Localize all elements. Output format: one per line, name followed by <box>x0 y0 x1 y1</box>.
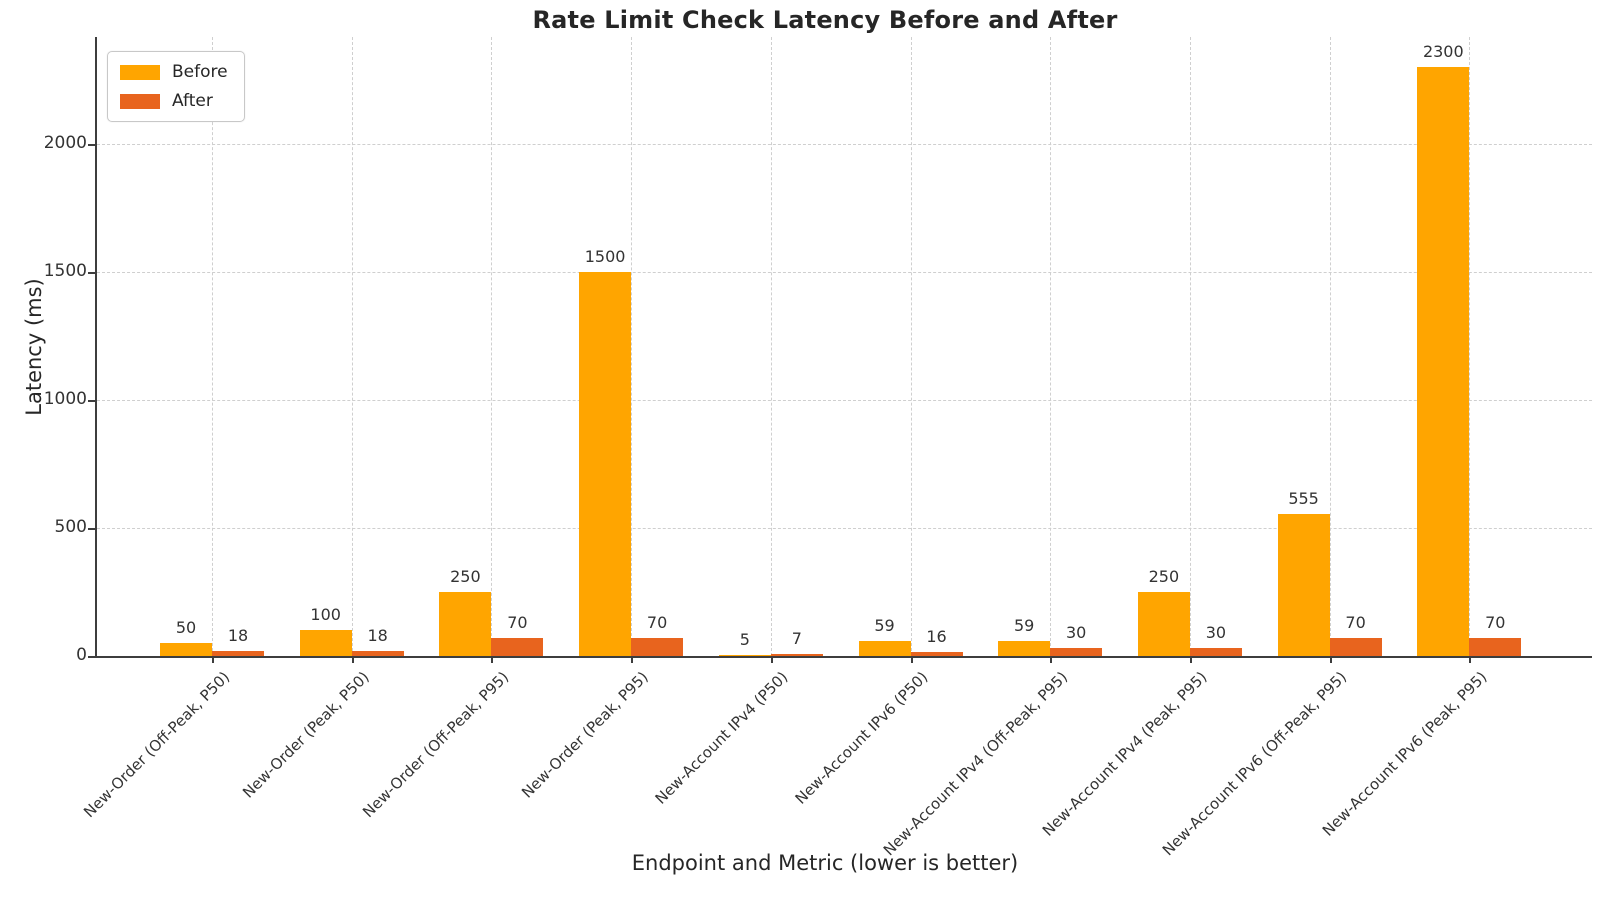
x-tick-mark <box>1050 656 1053 663</box>
y-gridline <box>97 528 1592 529</box>
x-axis-title: Endpoint and Metric (lower is better) <box>631 851 1019 875</box>
bar-before <box>1277 513 1330 656</box>
bar-before <box>1417 67 1470 656</box>
x-gridline <box>770 37 772 656</box>
y-tick-label: 2000 <box>43 133 87 153</box>
bar-value-label: 5 <box>739 629 750 649</box>
x-tick-mark <box>212 656 214 663</box>
bar-value-label: 50 <box>175 618 197 638</box>
x-gridline <box>351 37 353 656</box>
x-tick-label: New-Order (Off-Peak, P95) <box>359 668 513 822</box>
x-tick-label: New-Order (Peak, P50) <box>238 668 373 802</box>
bar-after <box>1050 648 1103 656</box>
bar-value-label: 70 <box>507 613 528 633</box>
y-gridline <box>97 144 1592 145</box>
x-tick-mark <box>770 656 773 663</box>
bar-value-label: 1500 <box>584 247 626 266</box>
bar-after <box>631 638 684 656</box>
y-gridline <box>97 400 1592 401</box>
bar-value-label: 7 <box>791 629 802 649</box>
bar-before <box>439 592 492 656</box>
legend-swatch-before <box>120 64 160 80</box>
bar-before <box>998 640 1051 656</box>
bar-value-label: 2300 <box>1422 42 1464 62</box>
x-tick-mark <box>631 656 634 663</box>
y-tick-label: 500 <box>54 517 87 537</box>
x-tick-mark <box>1329 656 1332 663</box>
legend-item-before: Before <box>120 62 228 82</box>
bar-value-label: 30 <box>1205 623 1227 643</box>
x-gridline <box>212 37 213 656</box>
x-gridline <box>1329 37 1331 656</box>
bar-value-label: 18 <box>367 626 388 646</box>
x-tick-label: New-Account IPv6 (Peak, P95) <box>1318 668 1491 840</box>
bar-value-label: 18 <box>227 626 249 646</box>
legend-item-after: After <box>120 91 228 111</box>
y-tick-label: 0 <box>76 645 87 665</box>
bar-before <box>858 640 911 656</box>
bar-value-label: 70 <box>646 613 668 633</box>
bar-value-label: 70 <box>1345 613 1366 633</box>
x-tick-mark <box>351 656 354 663</box>
y-tick-label: 1500 <box>43 261 87 281</box>
bar-value-label: 59 <box>1014 615 1035 635</box>
plot-area: Before After 0 500 1000 1500 2000 New-Order (… <box>44 37 1592 859</box>
bar-value-label: 16 <box>926 626 947 646</box>
x-tick-mark <box>1189 656 1192 663</box>
bar-value-label: 250 <box>1148 567 1180 586</box>
bar-before <box>160 643 212 656</box>
bar-value-label: 70 <box>1485 613 1506 633</box>
y-gridline <box>97 272 1592 273</box>
bar-value-label: 555 <box>1288 488 1319 508</box>
x-tick-label: New-Order (Off-Peak, P50) <box>79 668 233 822</box>
bar-before <box>718 654 771 656</box>
bar-value-label: 59 <box>874 615 895 635</box>
x-gridline <box>491 37 493 656</box>
legend: Before After <box>107 51 245 122</box>
bar-after <box>1189 648 1242 656</box>
bar-after <box>491 638 544 656</box>
bar-value-label: 100 <box>310 605 341 625</box>
x-gridline <box>910 37 912 656</box>
legend-label-before: Before <box>172 62 228 82</box>
bar-after <box>770 654 823 656</box>
bar-before <box>579 272 632 656</box>
x-gridline <box>1050 37 1052 656</box>
x-tick-mark <box>910 656 913 663</box>
legend-swatch-after <box>120 93 160 109</box>
bar-value-label: 30 <box>1066 623 1087 643</box>
y-tick-mark <box>88 272 95 274</box>
x-tick-mark <box>491 656 494 663</box>
bar-value-label: 250 <box>450 567 481 586</box>
x-gridline <box>1469 37 1471 656</box>
y-tick-mark <box>88 528 95 530</box>
x-tick-mark <box>1469 656 1472 663</box>
x-gridline <box>1189 37 1191 656</box>
x-gridline <box>631 37 633 656</box>
chart-title: Rate Limit Check Latency Before and Afte… <box>532 6 1118 34</box>
bar-after <box>351 651 404 656</box>
x-tick-label: New-Account IPv4 (Peak, P95) <box>1038 668 1211 840</box>
x-tick-label: New-Account IPv4 (P50) <box>651 668 792 808</box>
bar-after <box>910 651 963 656</box>
bar-after <box>212 651 264 656</box>
legend-label-after: After <box>172 91 213 111</box>
bar-before <box>299 630 352 656</box>
y-tick-label: 1000 <box>43 389 87 409</box>
y-tick-mark <box>88 144 95 146</box>
x-tick-label: New-Account IPv6 (P50) <box>791 668 932 808</box>
bar-after <box>1329 638 1382 656</box>
y-tick-mark <box>88 400 95 402</box>
bar-after <box>1469 638 1522 656</box>
y-tick-mark <box>88 656 95 658</box>
bar-before <box>1137 592 1190 656</box>
x-tick-label: New-Order (Peak, P95) <box>518 668 652 802</box>
